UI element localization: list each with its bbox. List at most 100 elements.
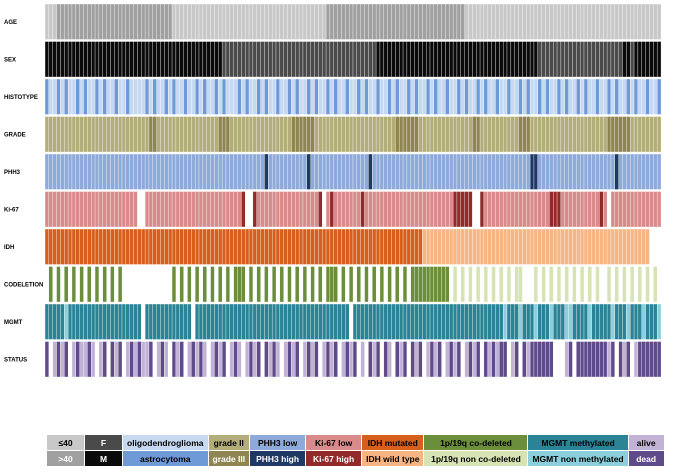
cell-histotype bbox=[144, 78, 150, 115]
cell-histotype bbox=[549, 78, 554, 115]
cell-ki67 bbox=[626, 191, 631, 228]
cell-codeletion bbox=[614, 266, 619, 303]
cell-histotype bbox=[533, 78, 539, 115]
cell-codeletion bbox=[206, 266, 211, 302]
cell-status bbox=[606, 341, 612, 378]
cell-grade bbox=[364, 116, 369, 153]
cell-grade bbox=[171, 116, 177, 153]
cell-sex bbox=[60, 41, 65, 78]
cell-grade bbox=[337, 116, 342, 153]
cell-status bbox=[271, 341, 277, 378]
legend-item: dead bbox=[627, 450, 665, 467]
cell-mgmt bbox=[198, 303, 204, 340]
cell-status bbox=[348, 341, 354, 378]
cell-idh bbox=[533, 228, 539, 265]
cell-sex bbox=[333, 41, 338, 78]
cell-ki67 bbox=[218, 191, 223, 228]
cell-age bbox=[637, 3, 642, 40]
cell-mgmt bbox=[67, 303, 73, 340]
cell-sex bbox=[375, 41, 381, 78]
cell-phh3 bbox=[406, 153, 411, 190]
cell-status bbox=[460, 341, 465, 377]
cell-phh3 bbox=[91, 153, 96, 190]
cell-codeletion bbox=[368, 266, 373, 302]
cell-idh bbox=[94, 228, 100, 265]
cell-mgmt bbox=[341, 303, 346, 340]
cell-ki67 bbox=[533, 191, 539, 228]
cell-histotype bbox=[510, 78, 515, 115]
cell-ki67 bbox=[495, 191, 500, 228]
cell-idh bbox=[406, 228, 411, 265]
cell-codeletion bbox=[94, 266, 100, 303]
cell-sex bbox=[410, 41, 415, 78]
cell-ki67 bbox=[152, 191, 157, 228]
cell-histotype bbox=[202, 78, 207, 115]
cell-age bbox=[83, 3, 88, 40]
cell-mgmt bbox=[506, 303, 512, 340]
cell-phh3 bbox=[614, 153, 619, 190]
cell-phh3 bbox=[75, 153, 80, 190]
cell-histotype bbox=[94, 78, 100, 115]
cell-phh3 bbox=[399, 153, 404, 190]
cell-age bbox=[422, 3, 427, 40]
cell-mgmt bbox=[606, 303, 612, 340]
cell-age bbox=[333, 3, 338, 40]
cell-histotype bbox=[245, 78, 250, 115]
cell-phh3 bbox=[291, 153, 296, 190]
cell-idh bbox=[368, 228, 373, 265]
cell-ki67 bbox=[645, 191, 650, 228]
cell-ki67 bbox=[83, 191, 88, 228]
cell-idh bbox=[194, 228, 200, 265]
cell-sex bbox=[356, 41, 361, 78]
cell-sex bbox=[295, 41, 300, 78]
cell-mgmt bbox=[614, 303, 619, 340]
cell-grade bbox=[579, 116, 585, 153]
cell-codeletion bbox=[410, 266, 415, 303]
cell-grade bbox=[510, 116, 515, 153]
cell-grade bbox=[395, 116, 400, 153]
legend-item: astrocytoma bbox=[122, 450, 209, 467]
cell-codeletion bbox=[425, 266, 431, 303]
cell-idh bbox=[375, 228, 381, 265]
cell-mgmt bbox=[472, 303, 477, 340]
cell-phh3 bbox=[437, 153, 442, 190]
cell-status bbox=[425, 341, 431, 378]
cell-grade bbox=[572, 116, 577, 153]
cell-phh3 bbox=[102, 153, 107, 190]
cell-grade bbox=[87, 116, 92, 153]
cell-grade bbox=[241, 116, 246, 153]
cell-idh bbox=[545, 228, 550, 265]
cell-phh3 bbox=[306, 153, 311, 190]
cell-age bbox=[198, 3, 204, 40]
cell-codeletion bbox=[530, 266, 534, 302]
cell-status bbox=[645, 341, 650, 378]
cell-age bbox=[483, 3, 488, 40]
cell-histotype bbox=[506, 78, 512, 115]
cell-idh bbox=[579, 228, 585, 265]
cell-age bbox=[248, 3, 254, 40]
cell-codeletion bbox=[387, 266, 392, 303]
cell-histotype bbox=[302, 78, 308, 115]
cell-ki67 bbox=[391, 191, 396, 228]
cell-ki67 bbox=[260, 191, 265, 228]
cell-histotype bbox=[348, 78, 354, 115]
cell-codeletion bbox=[299, 266, 303, 302]
cell-sex bbox=[514, 41, 519, 78]
cell-codeletion bbox=[114, 266, 119, 302]
cell-status bbox=[122, 341, 126, 377]
cell-codeletion bbox=[110, 266, 115, 303]
cell-status bbox=[168, 341, 173, 377]
cell-ki67 bbox=[653, 191, 658, 228]
cell-grade bbox=[121, 116, 127, 153]
cell-phh3 bbox=[302, 153, 308, 190]
cell-sex bbox=[121, 41, 127, 78]
cell-sex bbox=[283, 41, 288, 78]
cell-age bbox=[175, 3, 180, 40]
cell-ki67 bbox=[556, 191, 562, 228]
cell-sex bbox=[206, 41, 211, 78]
cell-ki67 bbox=[372, 191, 377, 228]
cell-sex bbox=[591, 41, 596, 78]
cell-grade bbox=[499, 116, 504, 153]
cell-sex bbox=[156, 41, 161, 78]
cell-status bbox=[241, 341, 246, 377]
